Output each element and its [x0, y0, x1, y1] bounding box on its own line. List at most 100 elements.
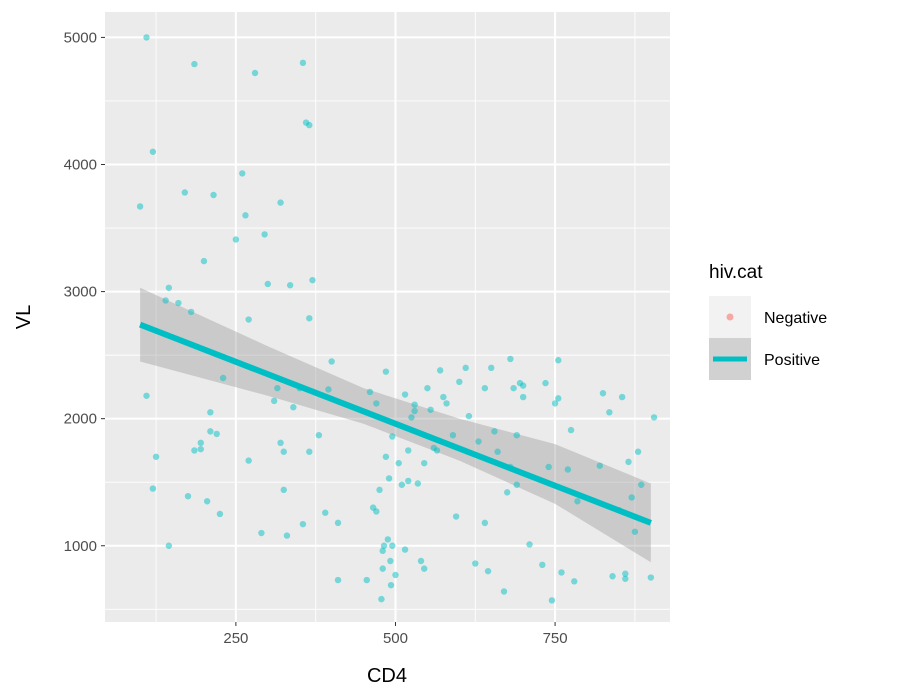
data-point [264, 280, 271, 288]
data-point [379, 565, 386, 572]
data-point [380, 542, 388, 549]
data-point [634, 448, 642, 455]
data-point [513, 481, 520, 488]
data-point [366, 388, 374, 396]
data-point [274, 384, 281, 392]
x-axis-ticks: 250 500 750 [223, 622, 568, 647]
regression-line-layer [139, 321, 652, 526]
data-point [622, 570, 629, 577]
legend-negative-marker [726, 313, 734, 321]
data-point [175, 299, 182, 307]
y-tick-label: 5000 [64, 29, 97, 46]
data-point [373, 508, 380, 515]
y-axis-title: VL [13, 305, 35, 329]
data-point [232, 236, 240, 243]
data-point [519, 393, 527, 401]
data-point [258, 529, 265, 537]
plot-panel [105, 12, 670, 622]
data-point [551, 400, 559, 407]
data-point [628, 494, 635, 501]
data-point [465, 412, 473, 420]
data-point [379, 547, 386, 555]
data-point [306, 448, 313, 455]
data-point [609, 573, 616, 580]
data-point [507, 355, 514, 363]
data-point [456, 378, 463, 386]
data-point [564, 466, 572, 473]
data-point [484, 567, 492, 575]
data-point [389, 433, 396, 440]
data-point [555, 357, 562, 364]
data-point [213, 430, 220, 438]
data-point [216, 510, 224, 518]
data-point [574, 498, 581, 505]
data-point [401, 391, 409, 398]
data-point [334, 519, 342, 527]
data-point [283, 532, 291, 539]
data-point [242, 212, 249, 219]
data-point [299, 59, 307, 67]
data-point [136, 203, 144, 210]
data-point [567, 426, 575, 434]
data-point [548, 597, 556, 604]
data-point [618, 393, 626, 401]
data-point [286, 282, 294, 289]
data-point [277, 439, 284, 447]
data-point [405, 477, 412, 485]
data-point [488, 364, 495, 372]
data-point [596, 462, 603, 469]
data-point [373, 400, 380, 407]
data-point [427, 406, 434, 413]
data-point [322, 509, 329, 516]
data-point [143, 34, 150, 41]
data-point [599, 390, 607, 397]
legend: hiv.cat Negative Positive [709, 262, 827, 380]
data-point [421, 565, 428, 572]
data-point [405, 447, 412, 454]
data-point [309, 276, 316, 284]
x-tick-label: 250 [223, 630, 248, 647]
data-point [650, 414, 658, 421]
data-point [152, 453, 160, 460]
y-tick-label: 1000 [64, 538, 97, 555]
data-point [385, 475, 393, 482]
data-point [647, 574, 655, 581]
data-point [387, 557, 394, 565]
data-point [149, 148, 157, 155]
data-point [184, 492, 192, 500]
data-point [519, 382, 527, 389]
data-point [191, 447, 198, 454]
data-point [187, 308, 195, 316]
data-point [392, 571, 399, 579]
regression-line [139, 321, 652, 526]
y-tick-label: 3000 [64, 284, 97, 301]
y-axis-ticks: 1000 2000 3000 4000 5000 [64, 29, 105, 555]
data-point [513, 431, 520, 439]
data-points [136, 34, 658, 604]
data-point [315, 431, 323, 439]
data-point [510, 384, 517, 392]
data-point [197, 445, 204, 453]
data-point [491, 428, 498, 435]
data-point [200, 257, 208, 265]
data-point [411, 407, 418, 415]
data-point [545, 463, 552, 471]
data-point [408, 414, 415, 421]
data-point [440, 393, 447, 401]
data-point [149, 485, 157, 492]
data-point [277, 199, 284, 206]
data-point [191, 60, 198, 68]
data-point [411, 401, 418, 408]
data-point [504, 489, 511, 496]
data-point [207, 409, 214, 416]
legend-title: hiv.cat [709, 262, 763, 283]
data-point [436, 367, 444, 374]
data-point [328, 358, 335, 365]
data-point [143, 392, 150, 399]
data-point [395, 459, 402, 467]
data-point [452, 513, 460, 520]
data-point [555, 395, 562, 402]
data-point [245, 316, 252, 323]
data-point [203, 498, 211, 505]
